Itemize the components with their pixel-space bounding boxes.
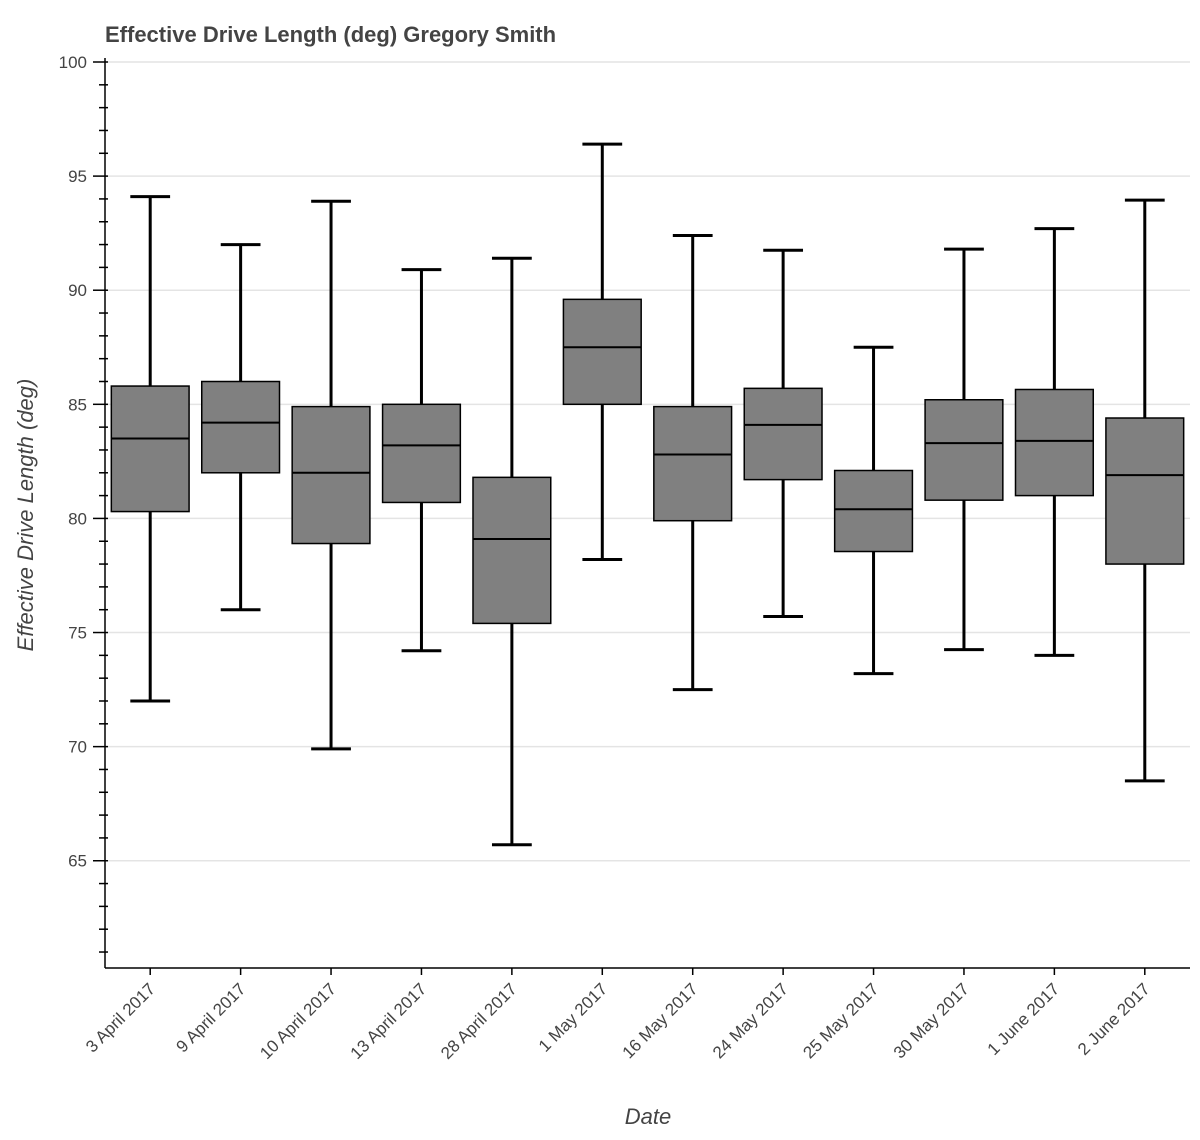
iqr-box	[743, 387, 823, 481]
y-tick-label: 75	[68, 624, 87, 643]
x-tick-label: 10 April 2017	[256, 979, 340, 1063]
x-tick-label: 9 April 2017	[173, 979, 250, 1056]
boxes	[110, 142, 1185, 847]
box-1	[110, 195, 190, 703]
axes: 3 April 2017 9 April 2017 10 April 2017 13 …	[59, 53, 1190, 1063]
x-axis-label: Date	[625, 1104, 671, 1129]
iqr-box	[381, 403, 462, 504]
y-tick-label: 95	[68, 167, 87, 186]
grid-lines	[105, 61, 1190, 862]
y-tick-label: 80	[68, 509, 87, 528]
box-7	[653, 233, 733, 692]
x-tick-label: 3 April 2017	[82, 979, 159, 1056]
iqr-box	[833, 469, 914, 553]
y-axis-label: Effective Drive Length (deg)	[13, 379, 38, 652]
box-3	[291, 199, 371, 751]
y-tick-label: 85	[68, 395, 87, 414]
y-tick-label: 90	[68, 281, 87, 300]
y-tick-label: 65	[68, 852, 87, 871]
box-2	[200, 243, 281, 612]
y-tick-label: 70	[68, 738, 87, 757]
chart-title: Effective Drive Length (deg) Gregory Smi…	[105, 22, 556, 47]
box-12	[1105, 198, 1185, 783]
x-tick-label: 30 May 2017	[890, 979, 973, 1062]
iqr-box	[653, 405, 733, 522]
box-8	[743, 248, 823, 619]
x-tick-label: 25 May 2017	[799, 979, 882, 1062]
x-tick-label: 1 June 2017	[984, 979, 1064, 1059]
box-4	[381, 268, 462, 653]
iqr-box	[1105, 417, 1185, 565]
box-10	[924, 247, 1004, 652]
box-6	[562, 142, 642, 562]
iqr-box	[472, 476, 552, 625]
iqr-box	[200, 380, 281, 474]
box-9	[833, 345, 914, 676]
iqr-box	[110, 385, 190, 513]
x-tick-label: 24 May 2017	[709, 979, 792, 1062]
iqr-box	[924, 399, 1004, 501]
x-tick-label: 16 May 2017	[619, 979, 702, 1062]
x-tick-label: 13 April 2017	[347, 979, 431, 1063]
box-11	[1014, 227, 1095, 657]
x-tick-label: 28 April 2017	[437, 979, 521, 1063]
iqr-box	[1014, 388, 1095, 497]
x-tick-label: 2 June 2017	[1074, 979, 1154, 1059]
iqr-box	[562, 298, 642, 406]
x-tick-label: 1 May 2017	[535, 979, 611, 1055]
box-5	[472, 256, 552, 847]
iqr-box	[291, 405, 371, 545]
y-tick-label: 100	[59, 53, 87, 72]
